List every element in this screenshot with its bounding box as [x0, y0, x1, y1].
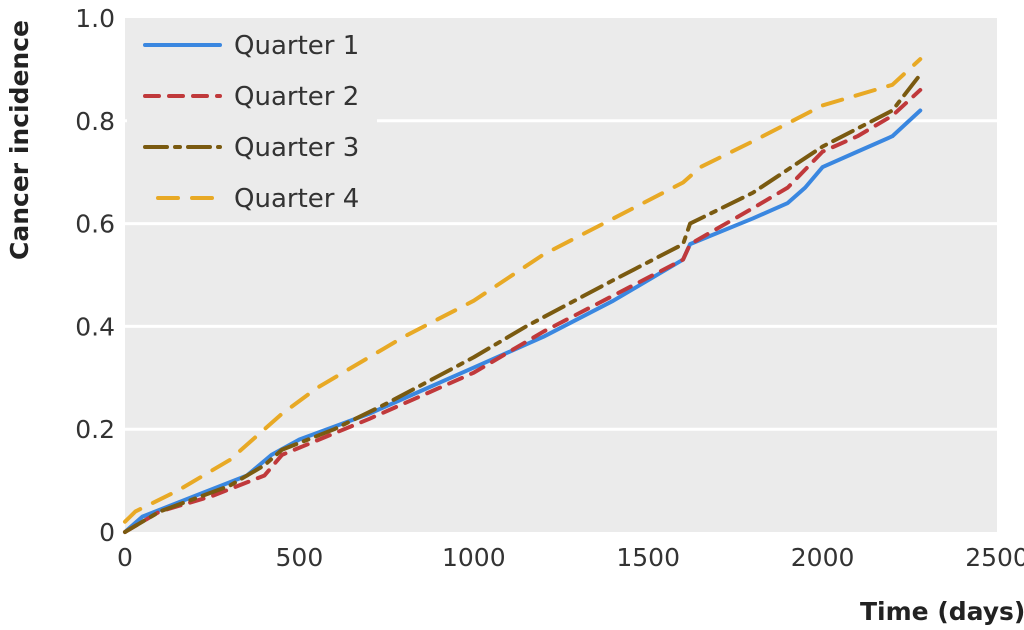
series-line-3 [123, 72, 923, 534]
legend-label: Quarter 3 [234, 133, 359, 163]
y-tick-label: 0.8 [75, 107, 115, 136]
legend-label: Quarter 1 [234, 31, 359, 61]
y-tick-label: 0.2 [75, 415, 115, 444]
x-tick-label: 0 [117, 543, 133, 572]
series-line-4 [123, 57, 923, 524]
legend-label: Quarter 2 [234, 82, 359, 112]
x-tick-label: 2000 [791, 543, 855, 572]
x-tick-label: 1000 [442, 543, 506, 572]
series-line-2 [123, 87, 923, 534]
x-tick-label: 2500 [965, 543, 1024, 572]
legend-background [127, 20, 377, 220]
legend-label: Quarter 4 [234, 184, 359, 214]
y-tick-label: 1.0 [75, 4, 115, 33]
x-tick-label: 500 [276, 543, 324, 572]
x-tick-label: 1500 [616, 543, 680, 572]
x-axis-label: Time (days) [860, 597, 1024, 626]
y-tick-label: 0.6 [75, 210, 115, 239]
y-tick-label: 0 [99, 518, 115, 547]
y-tick-label: 0.4 [75, 312, 115, 341]
y-axis-label: Cancer incidence [5, 20, 34, 260]
